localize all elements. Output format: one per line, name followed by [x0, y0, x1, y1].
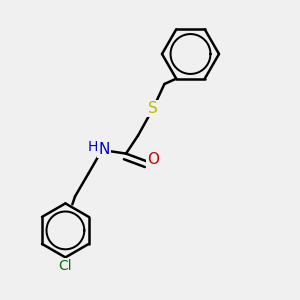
Text: N: N: [99, 142, 110, 157]
Text: S: S: [148, 101, 158, 116]
Text: O: O: [148, 152, 160, 167]
Text: Cl: Cl: [58, 259, 72, 273]
Text: H: H: [87, 140, 98, 154]
